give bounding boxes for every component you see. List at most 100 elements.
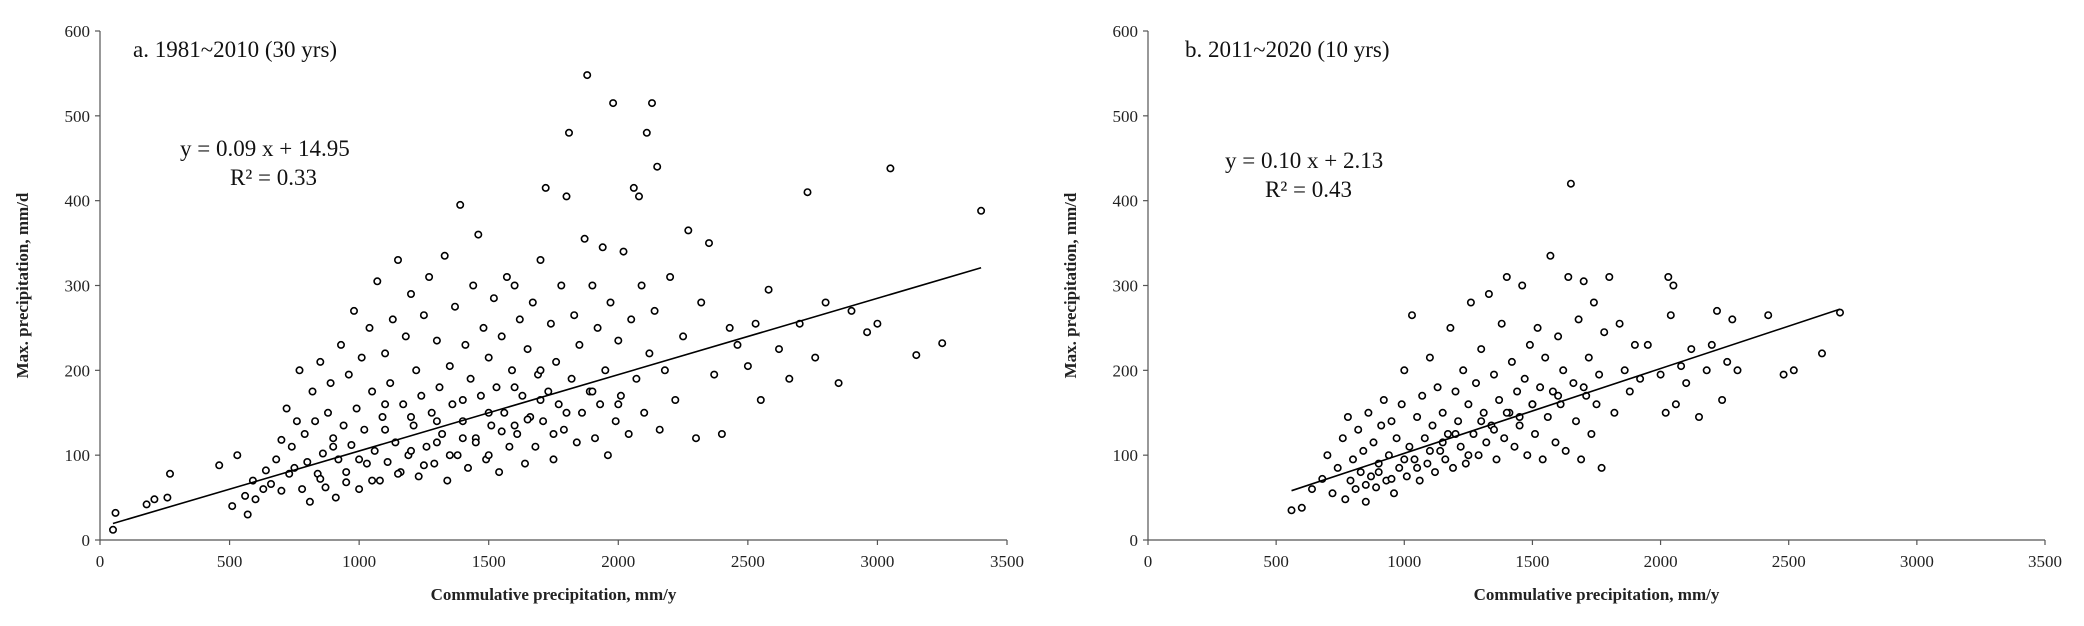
data-point bbox=[1423, 459, 1432, 468]
panel-title: b. 2011~2020 (10 yrs) bbox=[1185, 37, 1390, 62]
data-point bbox=[1510, 442, 1519, 451]
x-axis-title: Commulative precipitation, mm/y bbox=[431, 585, 677, 604]
data-point bbox=[1502, 272, 1511, 281]
data-point bbox=[588, 387, 597, 396]
data-point bbox=[1656, 370, 1665, 379]
data-point bbox=[295, 366, 304, 375]
data-point bbox=[1605, 272, 1614, 281]
trend-equation: y = 0.09 x + 14.95 bbox=[180, 136, 350, 161]
data-point bbox=[1456, 442, 1465, 451]
data-point bbox=[1579, 383, 1588, 392]
data-point bbox=[666, 272, 675, 281]
data-point bbox=[1338, 434, 1347, 443]
data-point bbox=[1410, 455, 1419, 464]
data-point bbox=[520, 459, 529, 468]
data-point bbox=[1484, 289, 1493, 298]
data-point bbox=[562, 408, 571, 417]
data-point bbox=[549, 429, 558, 438]
data-point bbox=[518, 391, 527, 400]
data-point bbox=[1495, 395, 1504, 404]
data-point bbox=[1372, 483, 1381, 492]
y-tick-label: 600 bbox=[65, 22, 91, 41]
data-point bbox=[430, 459, 439, 468]
y-tick-label: 0 bbox=[1130, 531, 1139, 550]
data-point bbox=[378, 412, 387, 421]
data-point bbox=[1400, 455, 1409, 464]
data-point bbox=[598, 243, 607, 252]
data-point bbox=[577, 408, 586, 417]
data-point bbox=[1707, 340, 1716, 349]
data-point bbox=[1364, 408, 1373, 417]
data-point bbox=[1597, 463, 1606, 472]
data-point bbox=[873, 319, 882, 328]
data-point bbox=[440, 251, 449, 260]
y-tick-label: 0 bbox=[82, 531, 91, 550]
x-tick-label: 3500 bbox=[990, 552, 1024, 571]
data-point bbox=[502, 272, 511, 281]
data-point bbox=[445, 451, 454, 460]
data-point bbox=[318, 449, 327, 458]
data-point bbox=[1531, 429, 1540, 438]
data-point bbox=[1523, 451, 1532, 460]
data-point bbox=[1625, 387, 1634, 396]
data-point bbox=[1474, 451, 1483, 460]
data-point bbox=[1297, 503, 1306, 512]
data-point bbox=[1397, 400, 1406, 409]
data-point bbox=[609, 99, 618, 108]
trend-r-squared: R² = 0.33 bbox=[230, 165, 317, 190]
data-point bbox=[725, 323, 734, 332]
data-point bbox=[445, 362, 454, 371]
data-point bbox=[409, 421, 418, 430]
data-point bbox=[1592, 400, 1601, 409]
data-point bbox=[1354, 425, 1363, 434]
data-point bbox=[671, 395, 680, 404]
data-point bbox=[241, 491, 250, 500]
data-point bbox=[1466, 298, 1475, 307]
data-point bbox=[487, 421, 496, 430]
data-point bbox=[435, 383, 444, 392]
data-point bbox=[1669, 281, 1678, 290]
data-point bbox=[886, 164, 895, 173]
data-point bbox=[743, 362, 752, 371]
data-point bbox=[1554, 332, 1563, 341]
data-point bbox=[443, 476, 452, 485]
data-point bbox=[352, 404, 361, 413]
x-tick-label: 1000 bbox=[1387, 552, 1421, 571]
data-point bbox=[357, 353, 366, 362]
data-point bbox=[1328, 489, 1337, 498]
data-point bbox=[1661, 408, 1670, 417]
data-point bbox=[1515, 421, 1524, 430]
y-tick-label: 100 bbox=[65, 446, 91, 465]
data-point bbox=[647, 99, 656, 108]
data-point bbox=[751, 319, 760, 328]
data-point bbox=[1630, 340, 1639, 349]
data-point bbox=[513, 429, 522, 438]
data-point bbox=[847, 306, 856, 315]
data-point bbox=[1620, 366, 1629, 375]
data-point bbox=[557, 281, 566, 290]
data-point bbox=[425, 272, 434, 281]
data-point bbox=[1379, 395, 1388, 404]
data-point bbox=[412, 366, 421, 375]
data-point bbox=[349, 306, 358, 315]
data-point bbox=[305, 497, 314, 506]
data-point bbox=[811, 353, 820, 362]
data-point bbox=[1702, 366, 1711, 375]
data-point bbox=[603, 451, 612, 460]
data-point bbox=[1671, 400, 1680, 409]
data-point bbox=[575, 340, 584, 349]
data-point bbox=[463, 463, 472, 472]
data-point bbox=[704, 239, 713, 248]
data-point bbox=[150, 495, 159, 504]
data-point bbox=[1351, 485, 1360, 494]
data-point bbox=[1415, 476, 1424, 485]
data-point bbox=[821, 298, 830, 307]
data-point bbox=[1451, 387, 1460, 396]
data-point bbox=[1733, 366, 1742, 375]
data-point bbox=[1418, 391, 1427, 400]
data-point bbox=[1533, 323, 1542, 332]
data-point bbox=[1718, 395, 1727, 404]
data-point bbox=[1361, 480, 1370, 489]
data-point bbox=[912, 351, 921, 360]
data-point bbox=[432, 438, 441, 447]
